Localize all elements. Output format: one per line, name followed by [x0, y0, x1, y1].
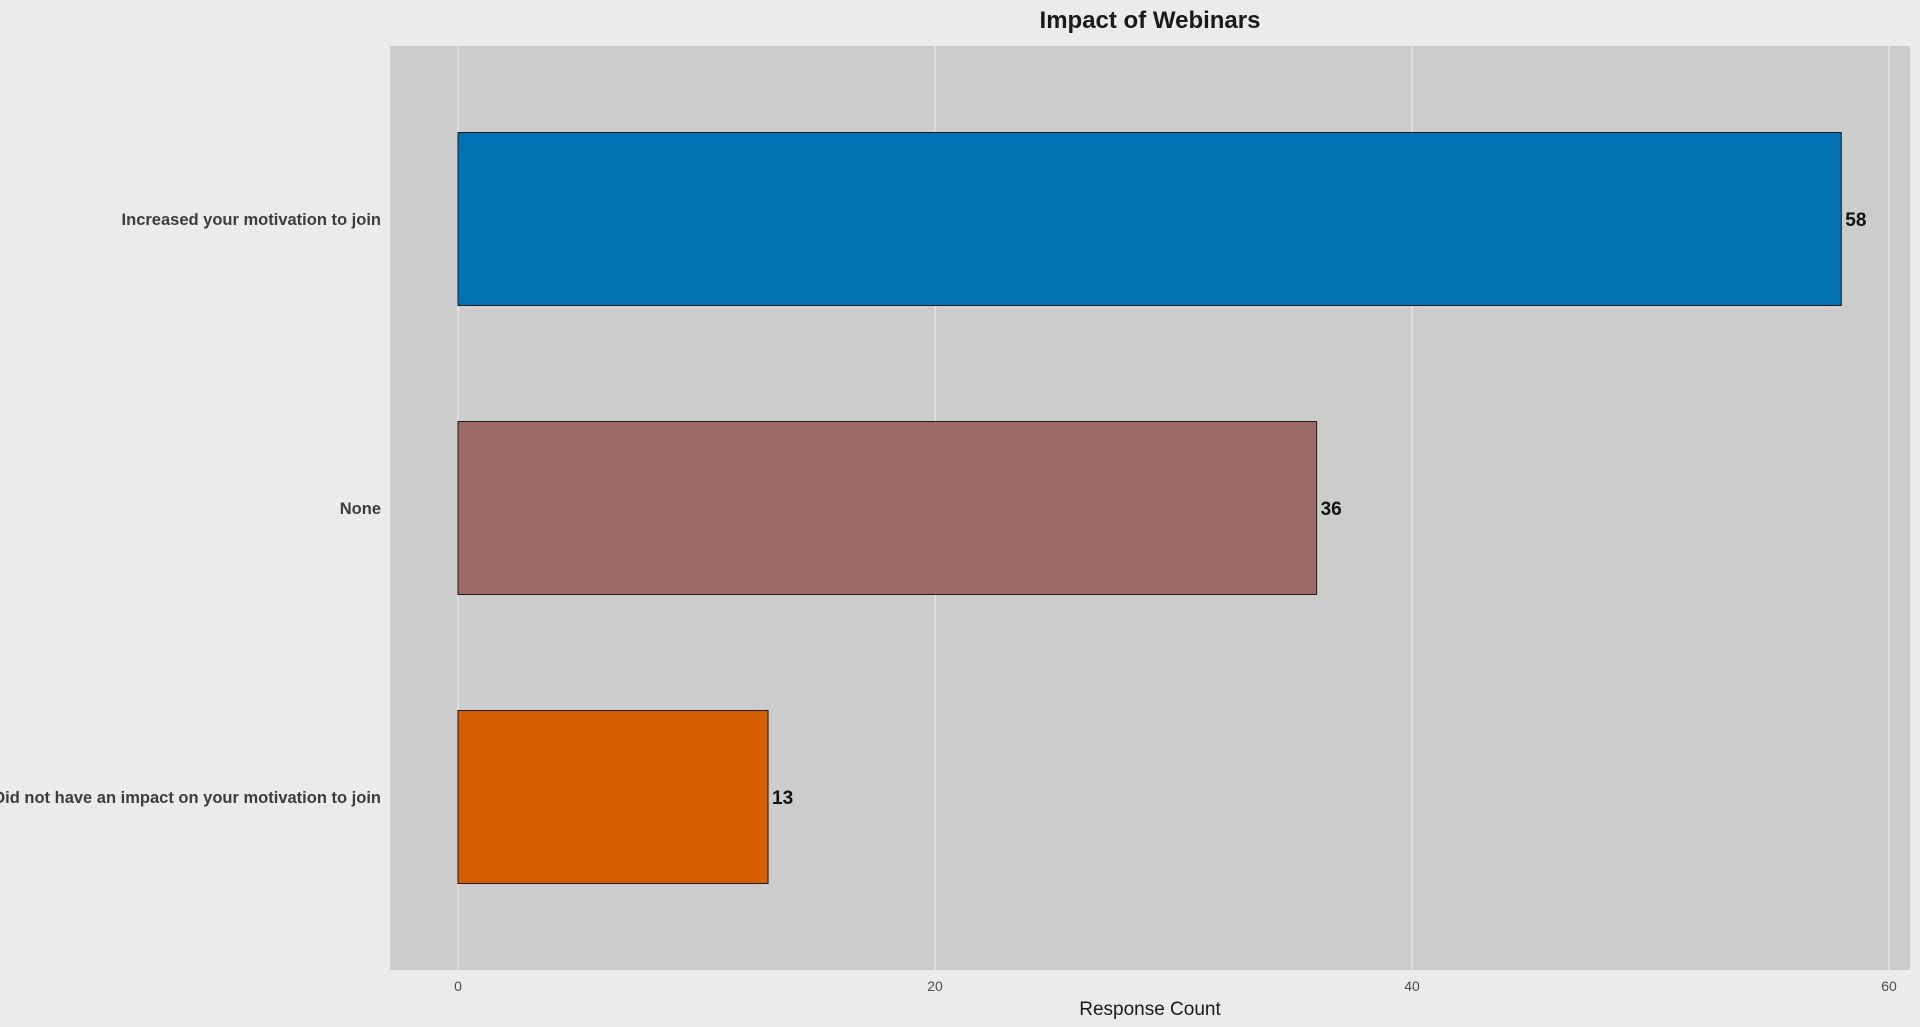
x-tick-label-60: 60 — [1881, 978, 1897, 994]
bars — [457, 132, 1842, 884]
bar-1 — [457, 132, 1842, 306]
category-label-3: Did not have an impact on your motivatio… — [0, 789, 381, 807]
data-label-3: 13 — [772, 788, 793, 809]
category-label-1: Increased your motivation to join — [122, 211, 381, 229]
category-labels: Increased your motivation to join None Did… — [0, 211, 381, 807]
x-tick-label-0: 0 — [454, 978, 462, 994]
data-label-2: 36 — [1321, 499, 1342, 520]
x-tick-label-40: 40 — [1404, 978, 1420, 994]
x-tick-label-20: 20 — [927, 978, 943, 994]
data-label-1: 58 — [1845, 210, 1866, 231]
chart-title: Impact of Webinars — [1040, 7, 1261, 34]
bar-2 — [457, 421, 1318, 595]
category-label-2: None — [340, 500, 381, 518]
x-tick-labels: 0 20 40 60 — [454, 978, 1897, 994]
bar-3 — [457, 710, 769, 884]
data-labels: 58 36 13 — [772, 210, 1866, 809]
x-axis-title: Response Count — [1079, 999, 1221, 1020]
